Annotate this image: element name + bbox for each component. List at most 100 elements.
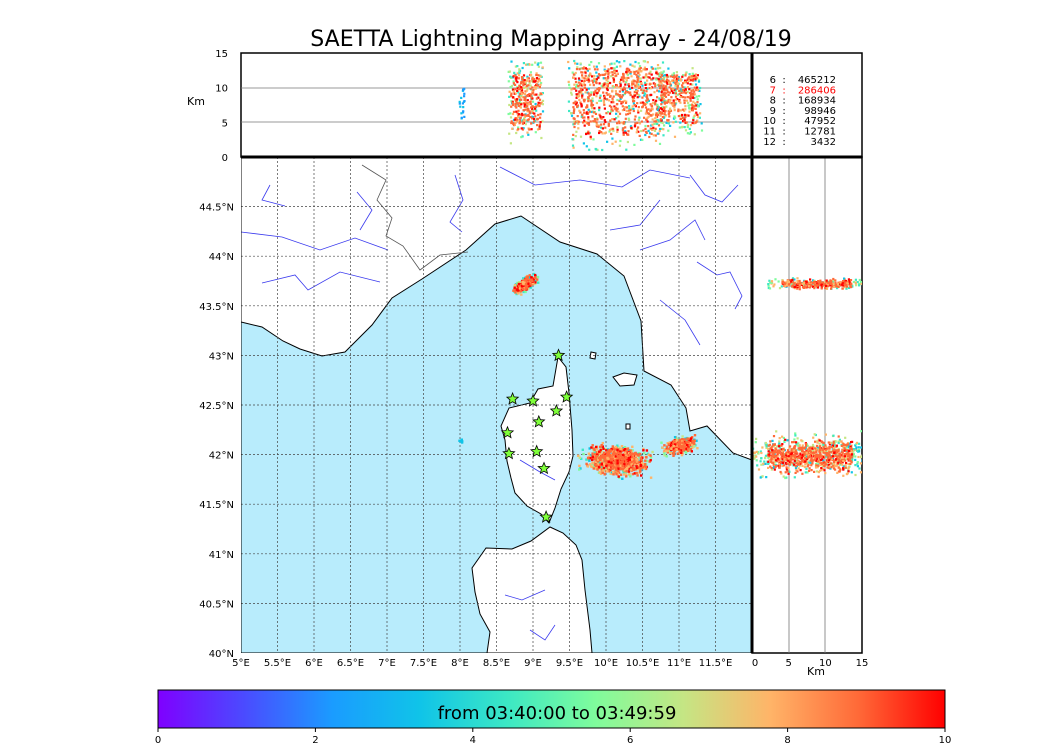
lightning-source-point [602,464,605,467]
lightning-source-point [623,473,626,476]
altitude-source-point [697,79,701,82]
altitude-source-point [638,80,641,83]
altitude-source-point [655,70,658,73]
altitude-source-point [827,281,830,284]
altitude-source-point [608,104,611,107]
altitude-source-point [813,453,816,456]
lightning-source-point [529,286,533,289]
altitude-source-point [513,71,516,74]
altitude-source-point [811,443,815,447]
altitude-source-point [641,91,644,94]
lightning-source-point [587,452,591,455]
altitude-source-point [816,440,819,443]
altitude-source-point [519,105,522,108]
count-row-separator: : [782,85,785,96]
altitude-source-point [667,93,670,96]
altitude-source-point [611,71,614,74]
altitude-source-point [588,110,591,113]
altitude-source-point [850,450,853,453]
lightning-source-point [616,448,619,452]
national-border [361,164,469,271]
altitude-source-point [786,279,789,282]
altitude-source-point [674,116,677,119]
altitude-source-point [618,90,621,93]
altitude-source-point [759,460,762,463]
lightning-source-point [609,455,612,458]
altitude-source-point [619,65,622,68]
altitude-source-point [604,77,607,80]
count-row-label: 6 [770,75,776,86]
station-star-marker [537,461,551,475]
altitude-source-point [653,82,657,86]
altitude-source-point [665,121,668,124]
altitude-source-point [597,76,600,79]
lightning-source-point [622,471,625,474]
altitude-source-point [831,458,834,461]
altitude-source-point [643,94,646,97]
altitude-source-point [660,127,663,130]
altitude-source-point [839,462,843,465]
lightning-source-point [598,450,601,453]
altitude-source-point [684,129,688,132]
altitude-source-point [657,78,660,81]
altitude-source-point [574,77,577,80]
altitude-source-point [641,96,644,99]
altitude-source-point [663,89,666,92]
altitude-source-point [540,136,543,140]
altitude-source-point [646,101,649,104]
altitude-source-point [838,283,841,286]
altitude-source-point [848,280,851,283]
altitude-source-point [834,458,837,461]
altitude-source-point [688,91,692,95]
altitude-source-point [679,79,682,82]
altitude-source-point [604,131,607,134]
altitude-source-point [857,446,860,449]
altitude-source-point [646,120,649,123]
altitude-source-point [652,77,655,80]
altitude-source-point [628,105,631,108]
altitude-source-point [628,112,632,115]
altitude-source-point [584,67,587,70]
altitude-source-point [662,128,665,131]
altitude-source-point [838,284,841,287]
altitude-source-point [526,131,529,134]
lightning-source-point [679,448,683,452]
altitude-source-point [811,446,814,449]
lightning-source-point [687,437,690,441]
altitude-source-point [768,453,771,456]
altitude-source-point [809,461,812,464]
lightning-source-point [605,462,608,466]
altitude-source-point [767,460,770,463]
altitude-source-point [794,467,798,470]
altitude-source-point [839,459,842,462]
altitude-source-point [836,450,839,454]
count-row-separator: : [782,116,785,127]
altitude-source-point [827,464,830,467]
altitude-source-point [665,99,668,103]
lightning-source-point [612,455,615,458]
altitude-source-point [641,105,644,108]
lightning-source-point [648,460,651,463]
altitude-source-point [602,123,606,126]
altitude-source-point [531,117,534,120]
altitude-source-point [520,103,523,106]
altitude-source-point [815,457,818,460]
altitude-source-point [637,126,640,129]
altitude-source-point [767,283,770,286]
altitude-source-point [610,132,613,135]
altitude-source-point [653,120,656,123]
altitude-source-point [780,454,783,457]
altitude-source-point [526,75,529,78]
altitude-source-point [781,450,784,453]
altitude-source-point [694,73,697,76]
altitude-source-point [816,286,820,289]
altitude-source-point [531,110,534,113]
altitude-source-point [690,89,693,92]
altitude-source-point [822,441,825,444]
altitude-source-point [570,88,573,91]
altitude-source-point [849,279,853,282]
altitude-source-point [616,103,619,106]
lightning-source-point [524,283,528,286]
altitude-source-point [527,118,530,121]
